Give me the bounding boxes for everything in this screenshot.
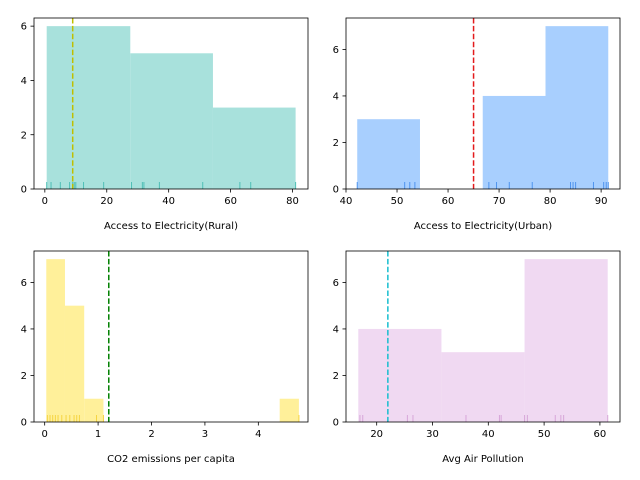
x-tick-label: 2 (148, 429, 154, 440)
y-tick-label: 6 (21, 278, 27, 289)
x-tick-label: 40 (340, 196, 353, 207)
y-tick-label: 2 (21, 371, 27, 382)
axes-frame (345, 17, 621, 190)
y-tick-label: 0 (21, 185, 27, 196)
x-axis-label: Avg Air Pollution (442, 454, 523, 465)
histogram-bar (357, 119, 420, 189)
x-tick-label: 90 (595, 196, 608, 207)
histogram-bar (545, 26, 609, 190)
x-tick-label: 60 (224, 196, 237, 207)
panel-air-pollution: 20 30 40 50 60 0 2 4 6 Avg Air Pollution (333, 250, 621, 465)
x-tick-label: 30 (426, 429, 439, 440)
histogram-bar (46, 259, 65, 422)
histogram-bar (64, 305, 85, 422)
y-tick-label: 4 (333, 92, 339, 103)
y-tick-label: 0 (21, 418, 27, 429)
x-tick-label: 3 (202, 429, 208, 440)
x-tick-label: 40 (482, 429, 495, 440)
x-tick-label: 80 (544, 196, 557, 207)
x-tick-label: 0 (42, 196, 48, 207)
x-tick-label: 40 (162, 196, 175, 207)
y-tick-label: 2 (333, 371, 339, 382)
histogram-bar (46, 26, 131, 190)
axes-frame (345, 250, 621, 423)
y-tick-label: 4 (21, 325, 27, 336)
histogram-bar (482, 95, 546, 189)
histogram-bar (212, 107, 296, 189)
x-tick-label: 70 (493, 196, 506, 207)
y-tick-label: 4 (21, 76, 27, 87)
histogram-bar (84, 398, 104, 422)
x-tick-label: 50 (391, 196, 404, 207)
histogram-bar (358, 328, 442, 422)
histogram-bar (441, 352, 525, 422)
y-tick-label: 0 (333, 185, 339, 196)
x-tick-label: 20 (100, 196, 113, 207)
histogram-bar (524, 259, 608, 422)
y-tick-label: 6 (333, 278, 339, 289)
x-axis-label: Access to Electricity(Urban) (414, 221, 552, 232)
panel-urban: 40 50 60 70 80 90 0 2 4 6 Access to Electricity(Ur… (333, 17, 621, 232)
histogram-bar (130, 53, 213, 190)
x-tick-label: 20 (370, 429, 383, 440)
axes-frame (33, 17, 309, 190)
y-tick-label: 2 (333, 138, 339, 149)
x-tick-label: 0 (41, 429, 47, 440)
y-tick-label: 6 (21, 22, 27, 33)
x-tick-label: 60 (442, 196, 455, 207)
panel-co2: 0 1 2 3 4 0 2 4 6 CO2 emissions per capita (21, 250, 309, 465)
histogram-bar (279, 398, 299, 422)
x-tick-label: 60 (594, 429, 607, 440)
x-tick-label: 4 (255, 429, 261, 440)
x-tick-label: 1 (95, 429, 101, 440)
y-tick-label: 6 (333, 45, 339, 56)
panel-rural: 0 20 40 60 80 0 2 4 6 Access to Electricity(Rural… (21, 17, 309, 232)
x-axis-label: Access to Electricity(Rural) (104, 221, 238, 232)
y-tick-label: 4 (333, 325, 339, 336)
x-tick-label: 50 (538, 429, 551, 440)
axes-frame (33, 250, 309, 423)
y-tick-label: 0 (333, 418, 339, 429)
x-tick-label: 80 (286, 196, 299, 207)
y-tick-label: 2 (21, 130, 27, 141)
x-axis-label: CO2 emissions per capita (107, 454, 235, 465)
